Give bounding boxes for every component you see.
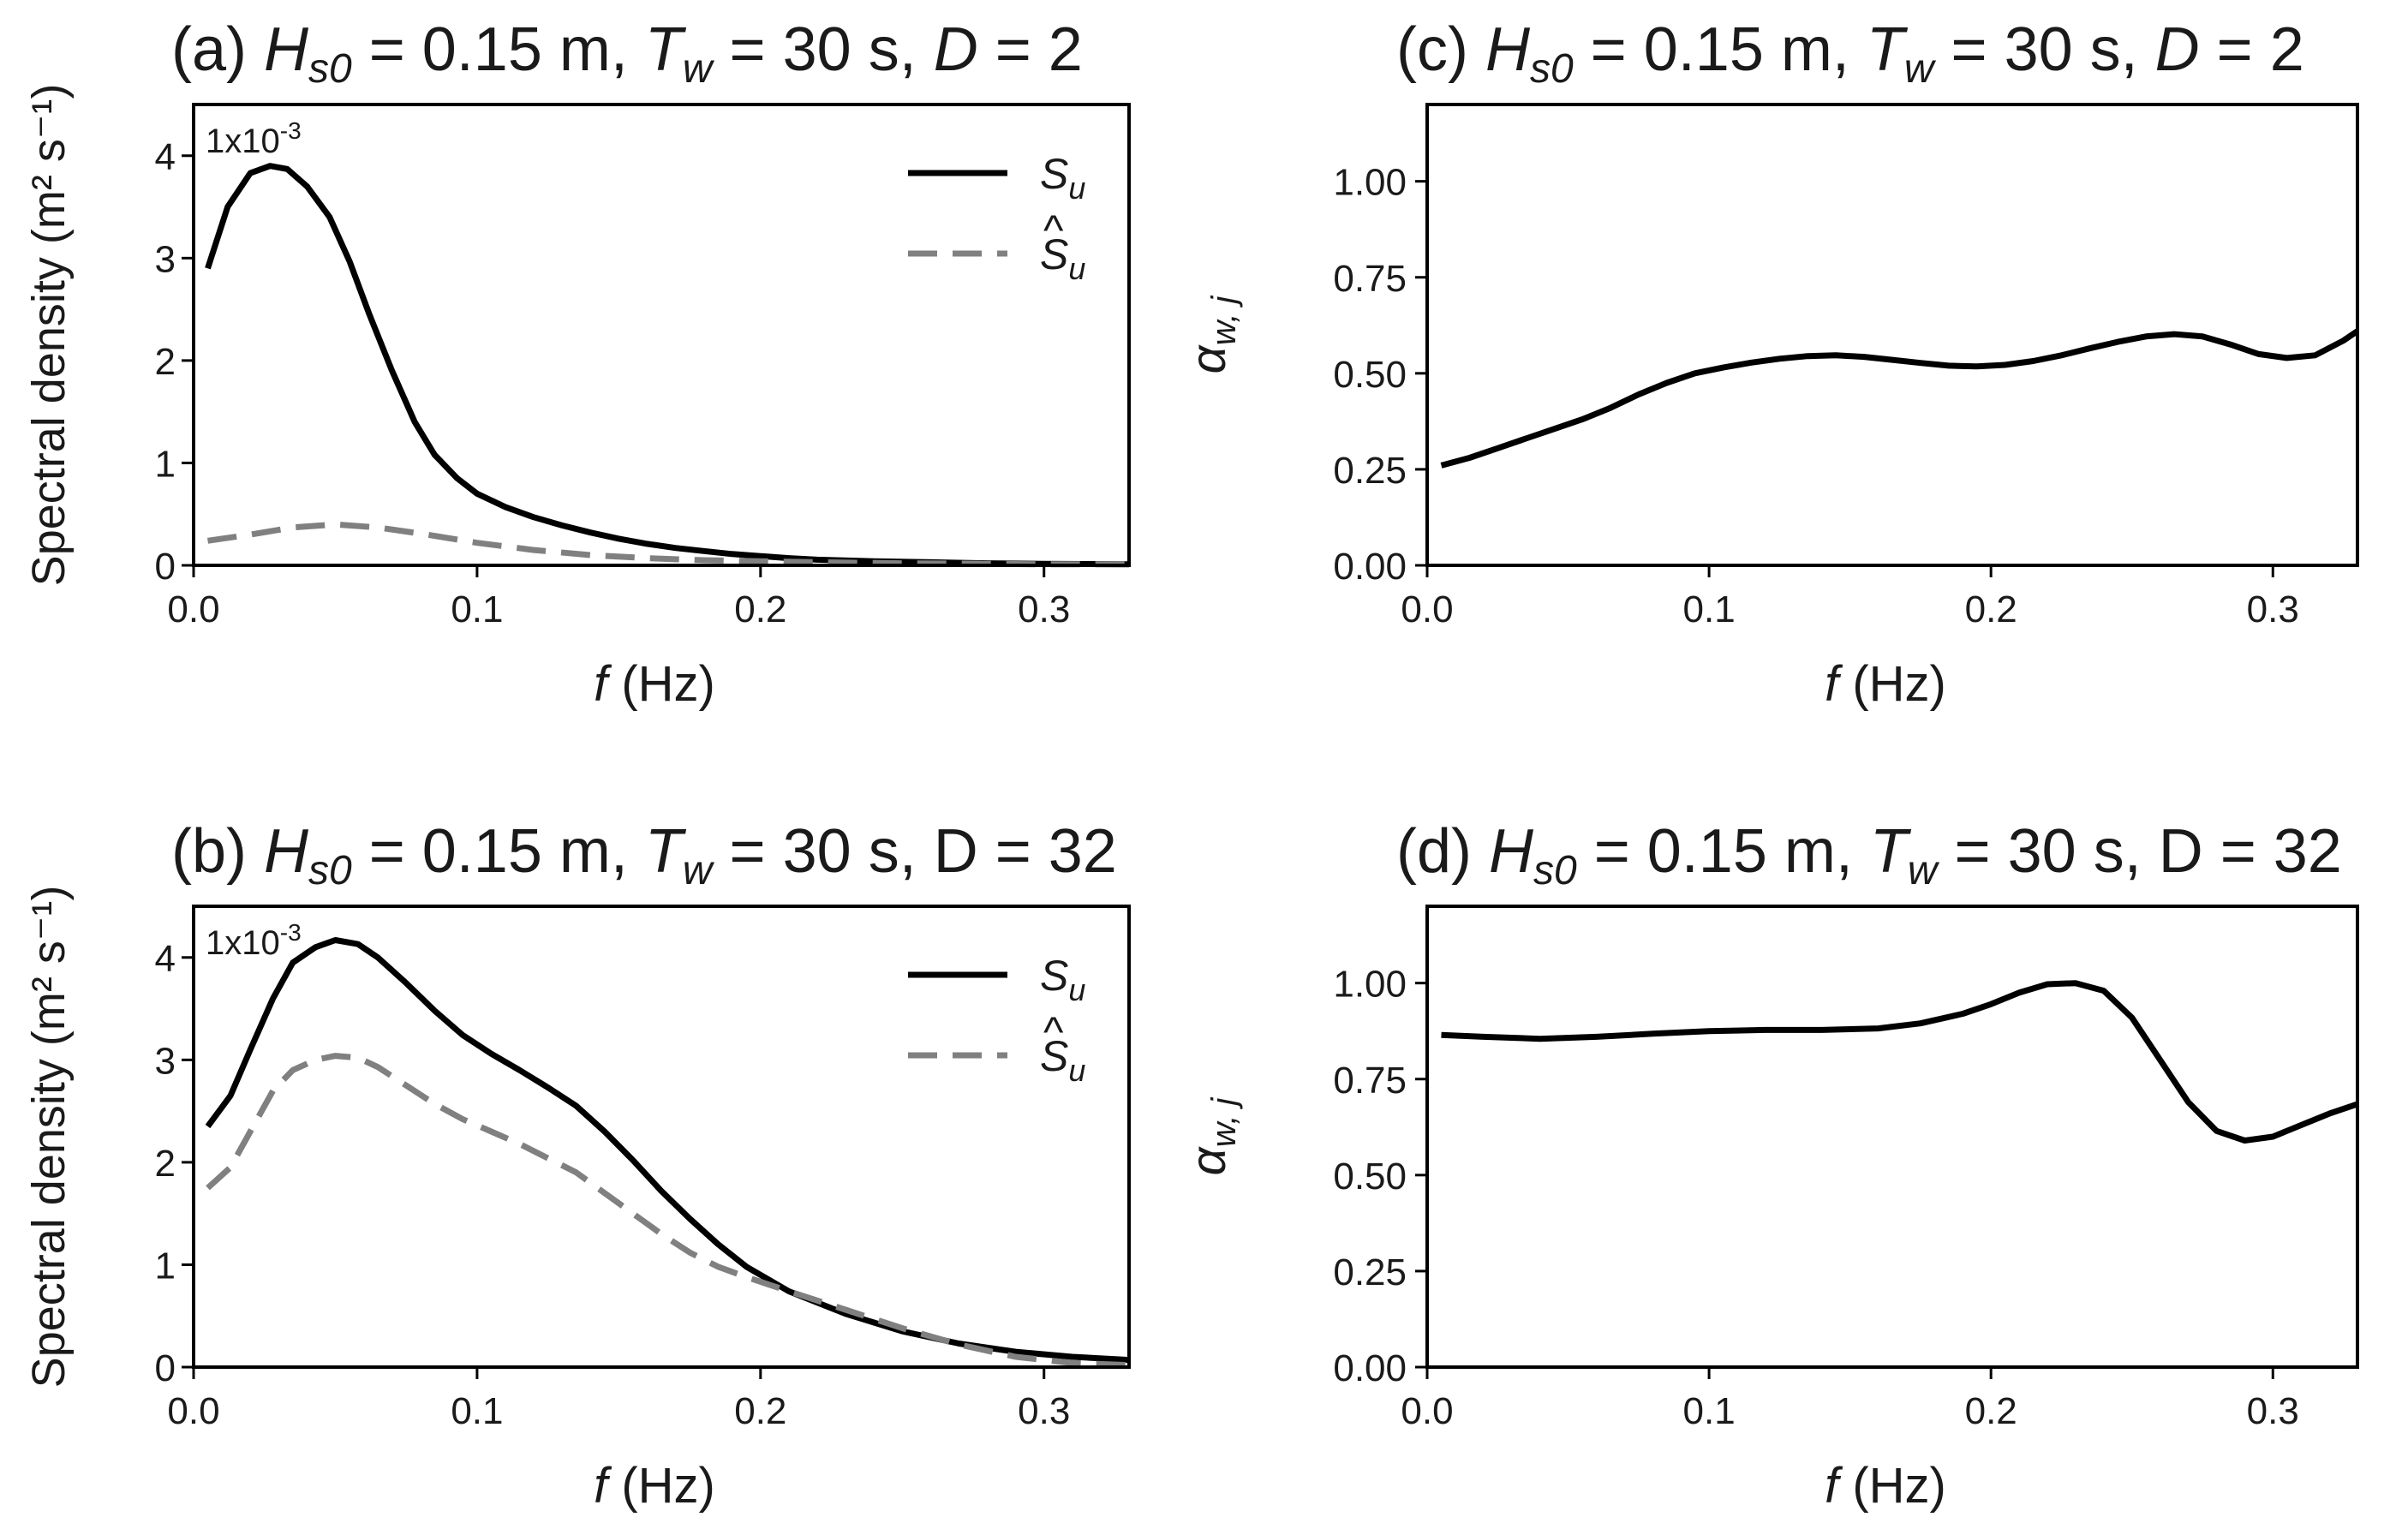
axes-frame	[1425, 905, 2359, 1369]
x-tick-label: 0.0	[1401, 1390, 1453, 1432]
x-tick-label: 0.3	[2247, 1390, 2299, 1432]
axes-frame	[192, 905, 1131, 1369]
y-tick-label: 1	[155, 443, 176, 485]
x-axis-label: f (Hz)	[594, 1458, 715, 1514]
y-tick-label: 0	[155, 1347, 176, 1389]
y-tick-label: 2	[155, 341, 176, 383]
y-tick-label: 1.00	[1333, 964, 1407, 1006]
x-tick-label: 0.0	[167, 1390, 219, 1432]
legend: Su Su^	[908, 952, 1085, 1088]
y-tick-label: 0.25	[1333, 450, 1407, 492]
y-tick-label: 0.25	[1333, 1251, 1407, 1293]
y-tick-label: 1	[155, 1245, 176, 1287]
x-tick-label: 0.0	[167, 588, 219, 630]
x-tick-label: 0.1	[451, 588, 503, 630]
x-tick-label: 0.2	[1965, 1390, 2017, 1432]
panel-a: (a) Hs0 = 0.15 m, Tw = 30 s, D = 2 0.0 0.1…	[23, 15, 1131, 712]
y-tick-label: 3	[155, 238, 176, 280]
scale-note: 1x10-3	[206, 117, 302, 160]
series-alpha-line	[1440, 328, 2359, 469]
y-axis-label: Spectral density (m² s⁻¹)	[23, 886, 75, 1389]
x-tick-label: 0.3	[1018, 1390, 1070, 1432]
x-tick-label: 0.2	[734, 1390, 786, 1432]
y-tick-label: 2	[155, 1143, 176, 1185]
y-tick-label: 1.00	[1333, 162, 1407, 204]
series-s-hat-u-line	[206, 521, 1129, 568]
panel-b: (b) Hs0 = 0.15 m, Tw = 30 s, D = 32 0.0 0.…	[23, 817, 1131, 1514]
y-axis-label: αw, j	[1180, 1096, 1243, 1175]
legend-hat-mark: ^	[1043, 1008, 1064, 1056]
y-tick-label: 0.75	[1333, 258, 1407, 300]
panel-title: (b) Hs0 = 0.15 m, Tw = 30 s, D = 32	[171, 817, 1117, 893]
y-tick-label: 0.00	[1333, 546, 1407, 588]
legend-label-s-u: Su	[1040, 150, 1085, 206]
x-tick-label: 0.2	[734, 588, 786, 630]
x-tick-label: 0.3	[2247, 588, 2299, 630]
y-tick-label: 3	[155, 1040, 176, 1082]
series-s-u-line	[205, 937, 1130, 1364]
series-s-hat-u-line	[206, 1053, 1130, 1369]
x-axis-label: f (Hz)	[1825, 656, 1946, 712]
legend-label-s-hat-u: Su	[1040, 1032, 1085, 1088]
legend-hat-mark: ^	[1043, 206, 1064, 254]
y-tick-label: 0.75	[1333, 1060, 1407, 1102]
x-tick-label: 0.2	[1965, 588, 2017, 630]
axes-frame	[1425, 103, 2359, 567]
series-alpha-line	[1441, 980, 2359, 1144]
series-s-u-line	[205, 163, 1130, 568]
x-tick-label: 0.1	[1683, 1390, 1736, 1432]
y-tick-label: 4	[155, 136, 176, 178]
panel-title: (d) Hs0 = 0.15 m, Tw = 30 s, D = 32	[1396, 817, 2342, 893]
y-tick-label: 4	[155, 938, 176, 980]
legend-label-s-u: Su	[1040, 952, 1085, 1007]
panel-title: (a) Hs0 = 0.15 m, Tw = 30 s, D = 2	[171, 15, 1083, 92]
panel-d: (d) Hs0 = 0.15 m, Tw = 30 s, D = 320.0 0.…	[1180, 817, 2359, 1514]
x-tick-label: 0.0	[1401, 588, 1453, 630]
y-tick-label: 0.00	[1333, 1347, 1407, 1389]
x-tick-label: 0.1	[1683, 588, 1736, 630]
y-tick-label: 0	[155, 546, 176, 588]
scale-note: 1x10-3	[206, 919, 302, 962]
x-tick-label: 0.3	[1018, 588, 1070, 630]
axes-frame	[192, 103, 1131, 567]
y-tick-label: 0.50	[1333, 354, 1407, 396]
legend-label-s-hat-u: Su	[1040, 230, 1085, 286]
y-axis-label: αw, j	[1180, 295, 1243, 373]
y-axis-label: Spectral density (m² s⁻¹)	[23, 84, 75, 587]
panel-c: (c) Hs0 = 0.15 m, Tw = 30 s, D = 2 0.0 0.1…	[1180, 15, 2359, 712]
panel-title: (c) Hs0 = 0.15 m, Tw = 30 s, D = 2	[1396, 15, 2304, 92]
x-tick-label: 0.1	[451, 1390, 503, 1432]
legend: Su Su^	[908, 150, 1085, 286]
x-axis-label: f (Hz)	[1825, 1458, 1946, 1514]
x-axis-label: f (Hz)	[594, 656, 715, 712]
y-tick-label: 0.50	[1333, 1156, 1407, 1198]
